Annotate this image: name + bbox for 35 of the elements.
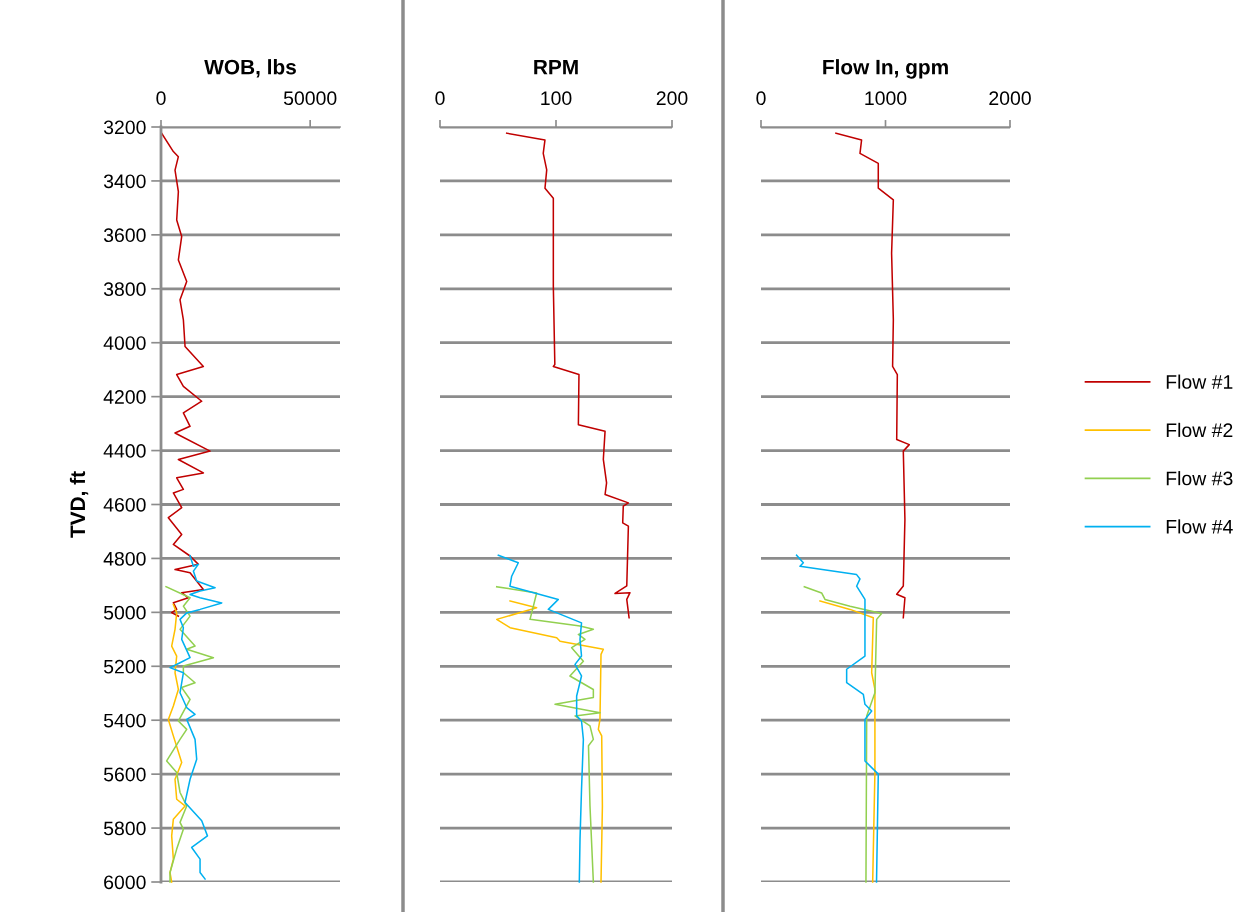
x-tick-label: 0 bbox=[156, 91, 166, 106]
legend-label: Flow #2 bbox=[1166, 422, 1233, 438]
line-series bbox=[160, 132, 211, 617]
y-tick-label: 4000 bbox=[103, 336, 146, 350]
y-tick-label: 4400 bbox=[103, 444, 146, 458]
legend-label: Flow #4 bbox=[1166, 519, 1233, 534]
x-tick-label: 2000 bbox=[989, 91, 1031, 106]
chart-title: WOB, lbs bbox=[204, 59, 296, 78]
y-tick-label: 4800 bbox=[103, 551, 146, 566]
x-tick-label: 1000 bbox=[865, 91, 907, 106]
x-tick-label: 50000 bbox=[283, 91, 337, 106]
chart-title: RPM bbox=[534, 59, 578, 75]
y-tick-label: 5800 bbox=[103, 821, 146, 836]
line-series bbox=[167, 603, 186, 883]
y-tick-label: 3200 bbox=[103, 120, 146, 135]
y-tick-label: 5400 bbox=[103, 713, 146, 728]
y-tick-label: 3800 bbox=[103, 282, 146, 297]
chart-title: Flow In, gpm bbox=[823, 59, 948, 79]
x-tick-label: 200 bbox=[656, 91, 688, 106]
y-tick-label: 5200 bbox=[103, 659, 146, 674]
x-tick-label: 0 bbox=[435, 91, 445, 106]
y-tick-label: 3400 bbox=[103, 174, 146, 189]
legend-label: Flow #3 bbox=[1166, 471, 1233, 486]
x-tick-label: 100 bbox=[541, 91, 572, 106]
legend-label: Flow #1 bbox=[1166, 374, 1233, 389]
line-series bbox=[165, 585, 215, 883]
y-tick-label: 4200 bbox=[103, 390, 146, 404]
y-axis-title: TVD, ft bbox=[69, 471, 89, 538]
line-series bbox=[169, 554, 223, 880]
x-tick-label: 0 bbox=[756, 91, 766, 106]
y-tick-label: 6000 bbox=[104, 875, 146, 890]
y-tick-label: 5600 bbox=[103, 767, 146, 782]
y-tick-label: 5000 bbox=[103, 605, 146, 620]
y-tick-label: 4600 bbox=[103, 497, 146, 512]
y-tick-label: 3600 bbox=[103, 228, 146, 243]
